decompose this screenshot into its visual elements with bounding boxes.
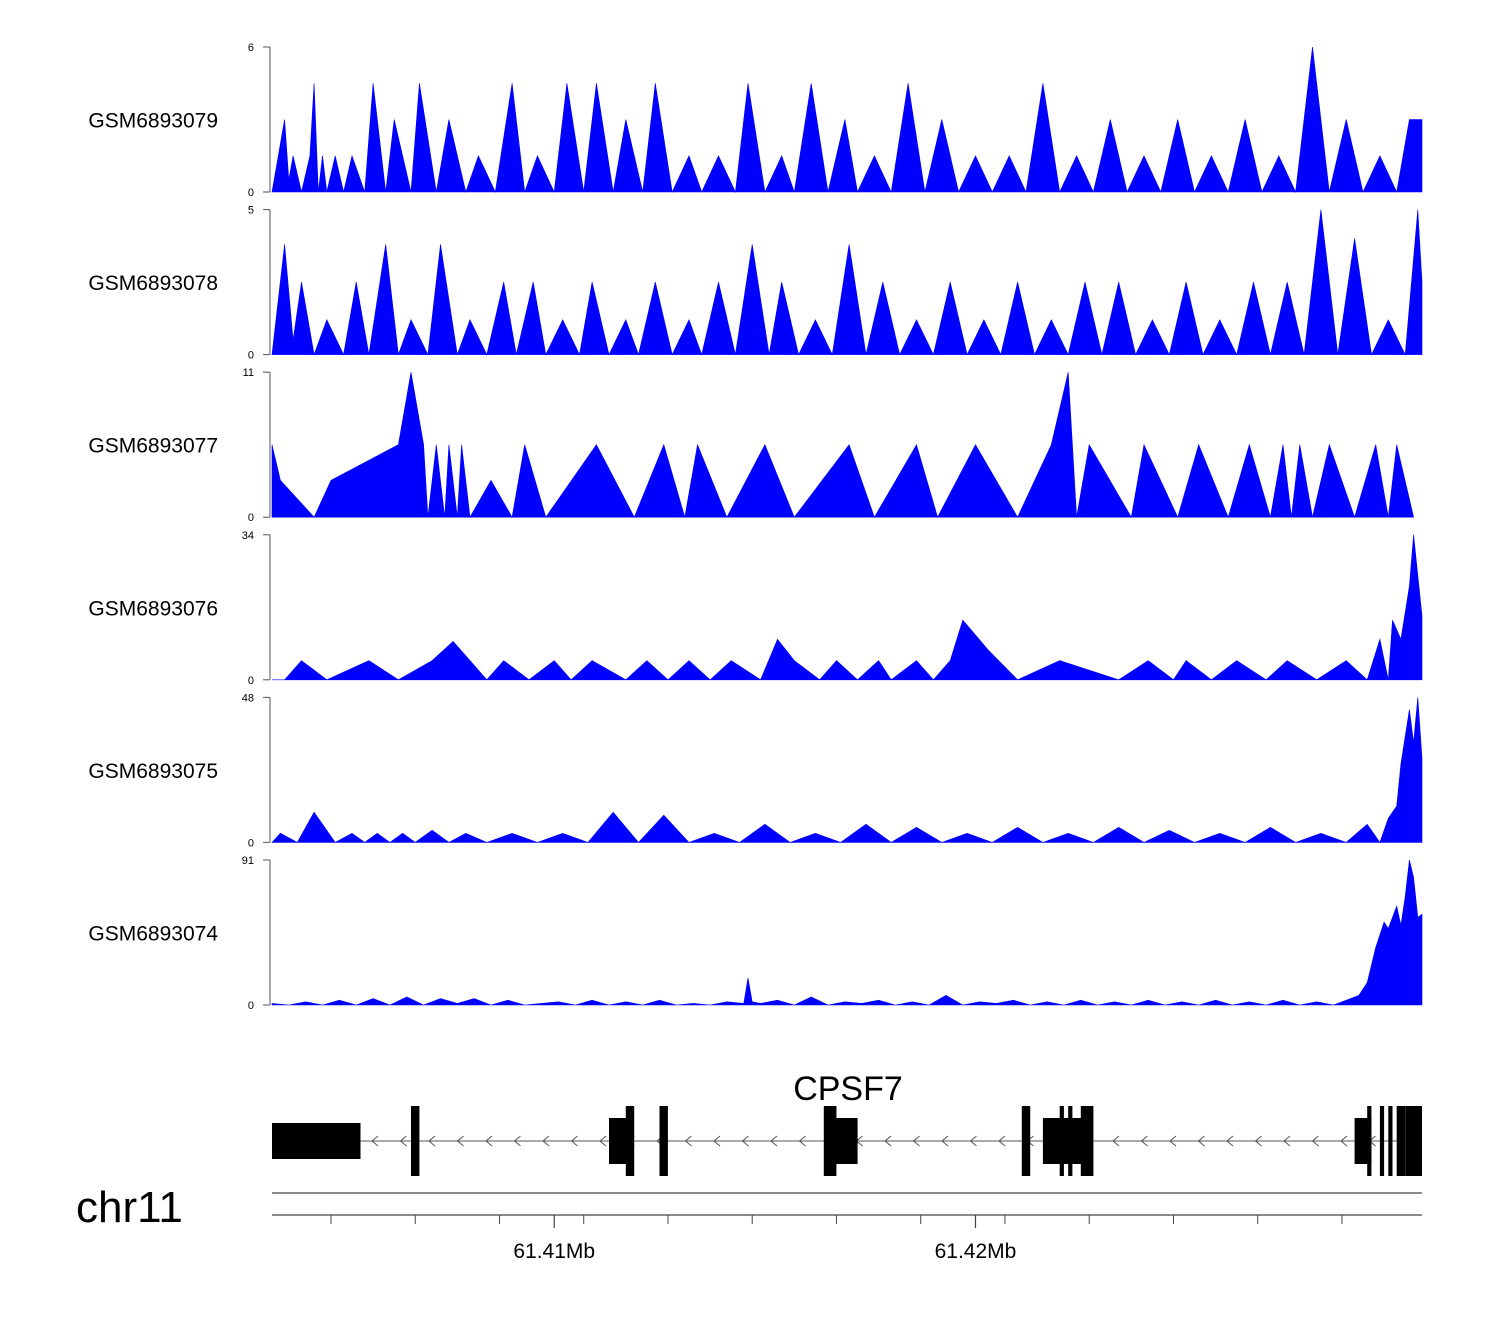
y-tick-label-max: 6 (248, 42, 254, 54)
exon-block (272, 1123, 361, 1159)
strand-arrow (513, 1135, 521, 1147)
coverage-area (272, 534, 1423, 681)
track-label: GSM6893075 (88, 760, 218, 783)
strand-arrow (542, 1135, 550, 1147)
gene-model-track: CPSF7 (272, 1070, 1422, 1176)
coverage-area (271, 209, 1423, 356)
y-tick-label-min: 0 (248, 350, 254, 362)
track-GSM6893078: GSM6893078 5 0 (88, 205, 1423, 362)
strand-arrow (770, 1135, 778, 1147)
exon-block (1379, 1106, 1385, 1176)
y-tick-label-min: 0 (248, 675, 254, 687)
strand-arrow (456, 1135, 464, 1147)
coverage-area (271, 697, 1423, 844)
coverage-area (271, 372, 1414, 519)
exon-block (1080, 1106, 1094, 1176)
strand-arrow (969, 1135, 977, 1147)
track-label: GSM6893077 (88, 435, 218, 458)
strand-arrow (1226, 1135, 1234, 1147)
strand-arrow (1311, 1135, 1319, 1147)
y-tick-label-min: 0 (248, 187, 254, 199)
axis-tick-label: 61.42Mb (935, 1240, 1017, 1263)
exon-block (659, 1106, 668, 1176)
strand-arrow (941, 1135, 949, 1147)
strand-arrow (741, 1135, 749, 1147)
coverage-area (271, 46, 1423, 194)
track-GSM6893075: GSM6893075 48 0 (88, 692, 1423, 849)
exon-block (411, 1106, 420, 1176)
track-label: GSM6893078 (88, 272, 218, 295)
exon-block (1405, 1106, 1422, 1176)
y-tick-label-max: 5 (248, 205, 254, 217)
track-GSM6893074: GSM6893074 91 0 (88, 855, 1423, 1012)
strand-arrow (399, 1135, 407, 1147)
chromosome-label: chr11 (76, 1183, 183, 1232)
exon-block (1396, 1106, 1406, 1176)
track-GSM6893079: GSM6893079 6 0 (88, 42, 1423, 199)
y-tick-label-max: 48 (242, 692, 254, 704)
data-tracks: GSM689307960GSM689307850GSM6893077110GSM… (88, 42, 1423, 1012)
y-tick-label-min: 0 (248, 512, 254, 524)
strand-arrow (1254, 1135, 1262, 1147)
y-tick-label-max: 11 (243, 367, 254, 379)
track-GSM6893076: GSM6893076 34 0 (88, 530, 1423, 687)
track-label: GSM6893079 (88, 110, 218, 133)
genome-axis: chr11 61.41Mb 61.42Mb (76, 1183, 1422, 1263)
strand-arrow (485, 1135, 493, 1147)
exon-block (832, 1118, 858, 1164)
strand-arrow (428, 1135, 436, 1147)
exon-block (1388, 1106, 1393, 1176)
strand-arrow (1112, 1135, 1120, 1147)
y-tick-label-min: 0 (248, 837, 254, 849)
gene-label: CPSF7 (793, 1070, 903, 1108)
strand-arrow (371, 1135, 379, 1147)
track-GSM6893077: GSM6893077 11 0 (88, 367, 1414, 524)
strand-arrow (713, 1135, 721, 1147)
strand-arrow (1197, 1135, 1205, 1147)
y-tick-label-max: 91 (242, 855, 254, 867)
strand-arrow (912, 1135, 920, 1147)
strand-arrow (1169, 1135, 1177, 1147)
strand-arrow (570, 1135, 578, 1147)
exon-block (625, 1106, 635, 1176)
exon-block (1367, 1106, 1372, 1176)
strand-arrow (1340, 1135, 1348, 1147)
coverage-area (271, 859, 1423, 1006)
strand-arrow (599, 1135, 607, 1147)
track-label: GSM6893074 (88, 923, 218, 946)
y-tick-label-min: 0 (248, 1000, 254, 1012)
exon-block (1068, 1106, 1073, 1176)
strand-arrow (884, 1135, 892, 1147)
exon-block (1021, 1106, 1031, 1176)
track-label: GSM6893076 (88, 597, 218, 620)
y-tick-label-max: 34 (242, 530, 254, 542)
strand-arrow (998, 1135, 1006, 1147)
exon-block (1059, 1106, 1064, 1176)
strand-arrow (798, 1135, 806, 1147)
strand-arrow (1283, 1135, 1291, 1147)
strand-arrow (684, 1135, 692, 1147)
strand-arrow (1140, 1135, 1148, 1147)
exon-block (609, 1118, 631, 1164)
axis-tick-label: 61.41Mb (513, 1240, 595, 1263)
